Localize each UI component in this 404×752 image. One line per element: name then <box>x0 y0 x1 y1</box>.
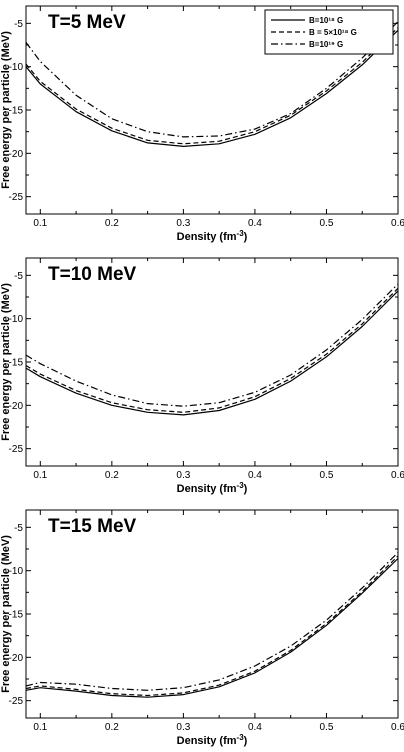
y-tick-label: -25 <box>9 192 24 203</box>
y-tick-label: -15 <box>9 610 24 621</box>
y-axis-title: Free energy per particle (MeV) <box>0 283 12 441</box>
series-line-solid <box>25 29 399 147</box>
series-line-dashed <box>25 27 399 145</box>
series-line-solid <box>25 558 399 698</box>
x-tick-label: 0.6 <box>391 470 404 481</box>
legend-box <box>264 9 394 55</box>
plot-frame <box>25 257 399 467</box>
x-tick-label: 0.4 <box>248 722 262 733</box>
panel-title: T=5 MeV <box>48 12 126 33</box>
legend-label: B = 5×10¹⁸ G <box>309 28 357 37</box>
x-tick-label: 0.5 <box>320 470 334 481</box>
y-axis-title: Free energy per particle (MeV) <box>0 535 12 693</box>
x-tick-label: 0.3 <box>176 470 190 481</box>
x-axis-title: Density (fm-3) <box>177 229 248 243</box>
y-tick-label: -5 <box>14 523 23 534</box>
x-tick-label: 0.6 <box>391 218 404 229</box>
y-tick-label: -10 <box>9 566 24 577</box>
x-tick-label: 0.1 <box>33 218 47 229</box>
y-axis-title: Free energy per particle (MeV) <box>0 31 12 189</box>
y-tick-label: -10 <box>9 314 24 325</box>
x-tick-label: 0.2 <box>105 470 119 481</box>
chart-panel-3: 0.1 0.2 0.3 0.4 0.5 0.6 -25 -20 -15 -10 -5 Density … <box>0 509 404 747</box>
x-tick-label: 0.1 <box>33 470 47 481</box>
y-tick-label: -25 <box>9 696 24 707</box>
x-tick-label: 0.3 <box>176 218 190 229</box>
legend-label: B=10¹⁸ G <box>309 16 343 25</box>
chart-panel-2: 0.1 0.2 0.3 0.4 0.5 0.6 -25 -20 -15 -10 -5 Density … <box>0 257 404 495</box>
y-tick-label: -20 <box>9 149 24 160</box>
y-tick-label: -10 <box>9 62 24 73</box>
panel-title: T=15 MeV <box>48 516 137 537</box>
series-line-dashdot <box>25 21 399 138</box>
series-line-dashed <box>25 555 399 697</box>
x-axis-title: Density (fm-3) <box>177 733 248 747</box>
series-line-solid <box>25 290 399 416</box>
y-tick-label: -20 <box>9 653 24 664</box>
x-tick-label: 0.5 <box>320 722 334 733</box>
panel-title: T=10 MeV <box>48 264 137 285</box>
x-tick-label: 0.3 <box>176 722 190 733</box>
chart-panel-1: 0.1 0.2 0.3 0.4 0.5 0.6 -25 -20 -15 -10 -5 Density … <box>0 5 404 243</box>
x-tick-label: 0.4 <box>248 470 262 481</box>
legend: B=10¹⁸ G B = 5×10¹⁸ G B=10¹⁹ G <box>264 9 394 55</box>
y-tick-label: -5 <box>14 19 23 30</box>
x-tick-label: 0.6 <box>391 722 404 733</box>
x-tick-label: 0.2 <box>105 218 119 229</box>
x-axis-title: Density (fm-3) <box>177 481 248 495</box>
y-tick-label: -15 <box>9 106 24 117</box>
legend-label: B=10¹⁹ G <box>309 40 343 49</box>
x-tick-label: 0.2 <box>105 722 119 733</box>
y-tick-label: -15 <box>9 358 24 369</box>
y-tick-label: -5 <box>14 271 23 282</box>
y-tick-label: -20 <box>9 401 24 412</box>
y-tick-label: -25 <box>9 444 24 455</box>
series-line-dashdot <box>25 552 399 691</box>
series-line-dashed <box>25 287 399 413</box>
x-tick-label: 0.4 <box>248 218 262 229</box>
x-tick-label: 0.5 <box>320 218 334 229</box>
series-line-dashdot <box>25 283 399 407</box>
x-tick-label: 0.1 <box>33 722 47 733</box>
